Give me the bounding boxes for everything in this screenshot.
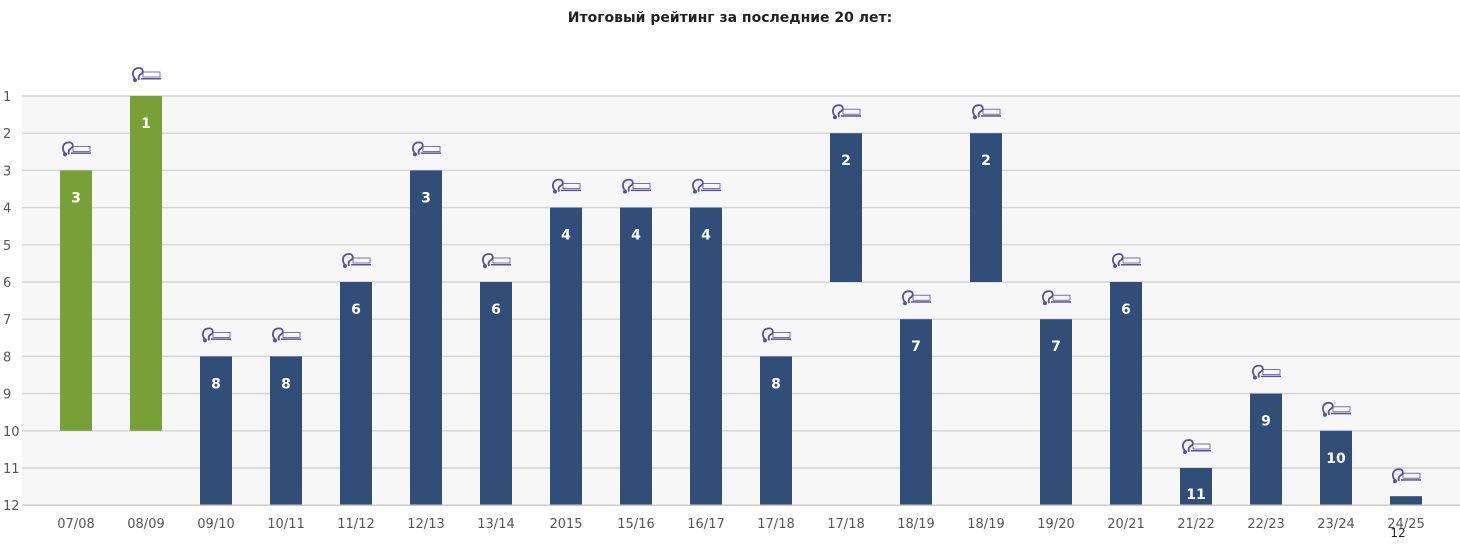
- pinch-logo-icon: [902, 290, 931, 306]
- bar: [200, 356, 232, 506]
- y-tick-label: 8: [3, 350, 11, 365]
- pinch-logo-icon: [1042, 290, 1071, 306]
- bar: [620, 207, 652, 506]
- bar-data-label: 10: [1326, 451, 1346, 467]
- bar: [130, 96, 162, 431]
- y-tick-label: 6: [3, 276, 11, 291]
- x-tick-label: 12/13: [407, 517, 444, 532]
- bar: [1250, 393, 1282, 506]
- y-tick-label: 3: [3, 164, 11, 179]
- bar-data-label: 3: [71, 190, 81, 206]
- pinch-logo-icon: [1252, 364, 1281, 380]
- pinch-logo-icon: [1112, 253, 1141, 268]
- x-tick-label: 19/20: [1037, 517, 1074, 532]
- x-tick-label: 08/09: [127, 517, 164, 532]
- bar-data-label: 4: [701, 228, 711, 244]
- plot-background: [22, 96, 1460, 506]
- bar: [1040, 319, 1072, 506]
- x-tick-label: 11/12: [337, 517, 374, 532]
- x-tick-label: 21/22: [1177, 517, 1214, 532]
- bar-data-label: 3: [421, 190, 431, 206]
- bar: [1320, 430, 1352, 506]
- bar: [760, 356, 792, 506]
- x-tick-label: 20/21: [1107, 517, 1144, 532]
- bar: [340, 282, 372, 506]
- bar: [1110, 282, 1142, 506]
- pinch-logo-icon: [132, 67, 161, 82]
- x-tick-label: 23/24: [1317, 517, 1354, 532]
- bar-data-label: 8: [281, 376, 291, 392]
- pinch-logo-icon: [692, 178, 721, 194]
- bar-data-label: 7: [1051, 339, 1061, 355]
- bar: [60, 170, 92, 431]
- y-tick-label: 2: [3, 127, 11, 142]
- x-tick-label: 17/18: [757, 517, 794, 532]
- bar: [270, 356, 302, 506]
- x-tick-label: 24/25: [1387, 517, 1424, 532]
- bar: [970, 133, 1002, 282]
- y-tick-label: 4: [3, 202, 11, 217]
- bar-data-label: 12: [1390, 526, 1405, 540]
- x-tick-label: 09/10: [197, 517, 234, 532]
- bar-data-label: 11: [1186, 487, 1205, 503]
- pinch-logo-icon: [342, 253, 371, 268]
- bar-data-label: 1: [141, 116, 151, 132]
- x-tick-label: 15/16: [617, 517, 654, 532]
- x-tick-label: 13/14: [477, 517, 514, 532]
- pinch-logo-icon: [1322, 401, 1351, 417]
- bar-data-label: 7: [911, 339, 921, 355]
- x-tick-label: 10/11: [267, 517, 304, 532]
- y-tick-label: 11: [3, 462, 20, 477]
- bar-data-label: 4: [561, 228, 571, 244]
- pinch-logo-icon: [552, 178, 581, 194]
- bar: [830, 133, 862, 282]
- pinch-logo-icon: [832, 104, 861, 120]
- y-tick-label: 7: [3, 313, 11, 328]
- x-tick-label: 2015: [549, 517, 582, 532]
- x-tick-label: 16/17: [687, 517, 724, 532]
- bar-data-label: 4: [631, 228, 641, 244]
- bar-data-label: 2: [981, 153, 991, 169]
- pinch-logo-icon: [412, 141, 441, 157]
- chart-title: Итоговый рейтинг за последние 20 лет:: [567, 10, 893, 26]
- pinch-logo-icon: [482, 253, 511, 268]
- bar-data-label: 6: [491, 302, 501, 318]
- y-tick-label: 1: [3, 90, 11, 105]
- y-tick-label: 5: [3, 239, 11, 254]
- bar-data-label: 8: [771, 376, 781, 392]
- x-tick-label: 22/23: [1247, 517, 1284, 532]
- bar-data-label: 6: [1121, 302, 1131, 318]
- x-tick-label: 17/18: [827, 517, 864, 532]
- bar: [550, 207, 582, 506]
- bar: [690, 207, 722, 506]
- bar-data-label: 9: [1261, 414, 1271, 430]
- pinch-logo-icon: [1182, 439, 1211, 454]
- bar: [1180, 468, 1212, 506]
- bar-data-label: 8: [211, 376, 221, 392]
- pinch-logo-icon: [762, 327, 791, 343]
- pinch-logo-icon: [972, 104, 1001, 120]
- y-tick-label: 12: [3, 499, 20, 514]
- pinch-logo-icon: [62, 141, 91, 157]
- y-tick-label: 10: [3, 425, 20, 440]
- bar: [1390, 496, 1422, 506]
- bar: [480, 282, 512, 506]
- pinch-logo-icon: [272, 327, 301, 343]
- x-tick-label: 18/19: [967, 517, 1004, 532]
- x-tick-label: 07/08: [57, 517, 94, 532]
- x-tick-label: 18/19: [897, 517, 934, 532]
- bar-data-label: 2: [841, 153, 851, 169]
- pinch-logo-icon: [1392, 468, 1421, 484]
- pinch-logo-icon: [202, 327, 231, 343]
- bar-data-label: 6: [351, 302, 361, 318]
- y-tick-label: 9: [3, 388, 11, 403]
- bar: [410, 170, 442, 506]
- pinch-logo-icon: [622, 178, 651, 194]
- bar: [900, 319, 932, 506]
